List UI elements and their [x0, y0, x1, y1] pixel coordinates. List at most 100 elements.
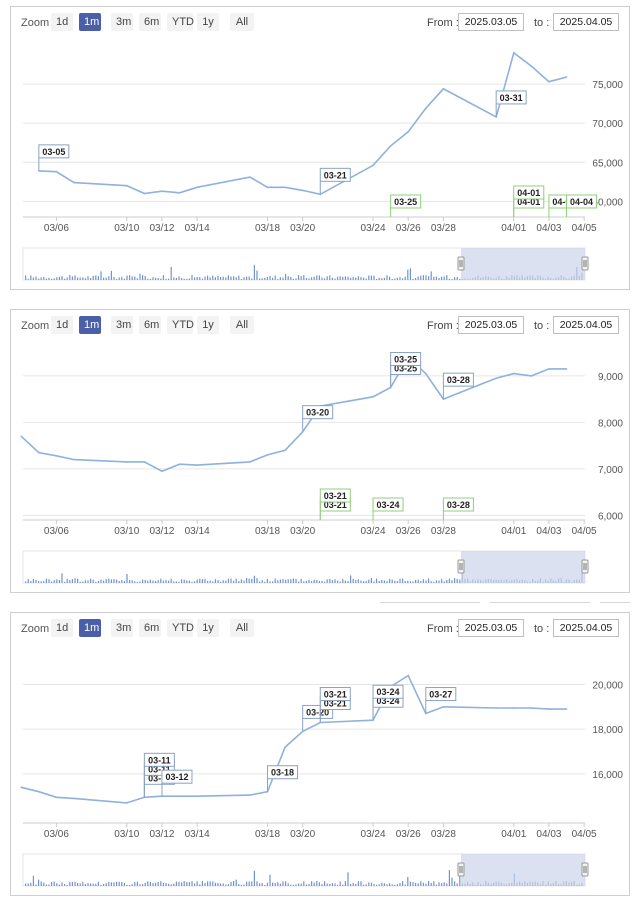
navigator-handle-left[interactable] [457, 559, 465, 574]
flag-marker[interactable]: 03-21 [319, 488, 351, 520]
navigator-bar [233, 881, 235, 886]
flag-label: 03-21 [324, 170, 347, 180]
zoom-button-6m[interactable]: 6m [139, 316, 161, 334]
zoom-button-1d[interactable]: 1d [51, 619, 73, 637]
navigator-bar [409, 881, 411, 886]
navigator-bar [339, 276, 341, 280]
flag-marker[interactable]: 03-21 [319, 686, 351, 723]
zoom-button-3m[interactable]: 3m [111, 13, 133, 31]
navigator-bar [363, 884, 365, 886]
flag-marker[interactable]: 03-25 [390, 352, 422, 388]
navigator-bar [212, 881, 214, 886]
flag-label: 03-21 [324, 500, 347, 510]
flag-marker[interactable]: 03-31 [495, 90, 527, 117]
navigator-bar [160, 578, 162, 583]
flag-marker[interactable]: 04-01 [513, 185, 545, 217]
zoom-button-1y[interactable]: 1y [197, 619, 219, 637]
zoom-button-ytd[interactable]: YTD [167, 316, 194, 334]
navigator-bar [82, 881, 84, 886]
flag-marker[interactable]: 03-12 [161, 769, 193, 797]
zoom-button-all[interactable]: All [230, 316, 254, 334]
to-date-input[interactable] [553, 316, 619, 334]
x-tick-label: 03/06 [44, 526, 69, 537]
zoom-button-all[interactable]: All [230, 13, 254, 31]
navigator-bar [77, 578, 79, 583]
navigator-bar [129, 884, 131, 886]
navigator-bar [399, 882, 401, 886]
data-point [301, 189, 304, 192]
flag-marker[interactable]: 03-05 [38, 144, 70, 171]
x-tick-label: 03/24 [361, 223, 386, 234]
navigator-bar [344, 881, 346, 886]
x-tick-label: 03/18 [255, 526, 280, 537]
x-tick-label: 04/01 [501, 223, 526, 234]
zoom-button-1m[interactable]: 1m [79, 619, 101, 637]
navigator-bar [352, 882, 354, 886]
flag-marker[interactable]: 03-25 [390, 194, 422, 217]
navigator-bar [420, 881, 422, 886]
navigator-bar [131, 276, 133, 280]
zoom-button-1m[interactable]: 1m [79, 13, 101, 31]
navigator-bar [126, 275, 128, 280]
flag-marker[interactable]: 03-27 [425, 687, 457, 714]
navigator-bar [394, 580, 396, 583]
navigator-bar [240, 579, 242, 583]
navigator-handle-right[interactable] [581, 256, 589, 271]
flag-marker[interactable]: 03-28 [442, 372, 474, 400]
navigator-bar [334, 883, 336, 886]
flag-marker[interactable]: 03-28 [442, 497, 474, 520]
navigator-bar [316, 881, 318, 886]
flag-marker[interactable]: 03-20 [302, 405, 334, 432]
navigator-bar [90, 883, 92, 886]
zoom-button-6m[interactable]: 6m [139, 619, 161, 637]
zoom-button-1y[interactable]: 1y [197, 316, 219, 334]
navigator-bar [399, 578, 401, 583]
navigator-bar [92, 579, 94, 583]
flag-marker[interactable]: 03-21 [319, 167, 351, 195]
series-line [20, 356, 567, 473]
to-date-input[interactable] [553, 619, 619, 637]
from-date-input[interactable] [458, 13, 524, 31]
flag-marker[interactable]: 03-24 [372, 497, 404, 520]
navigator-bar [178, 881, 180, 886]
navigator-bar [409, 268, 411, 280]
zoom-button-1y[interactable]: 1y [197, 13, 219, 31]
navigator-handle-left[interactable] [457, 862, 465, 877]
navigator-bar [222, 276, 224, 280]
to-date-input[interactable] [553, 13, 619, 31]
navigator-selection[interactable] [460, 551, 585, 583]
zoom-button-1d[interactable]: 1d [51, 316, 73, 334]
zoom-button-3m[interactable]: 3m [111, 619, 133, 637]
zoom-button-3m[interactable]: 3m [111, 316, 133, 334]
zoom-button-1m[interactable]: 1m [79, 316, 101, 334]
zoom-button-ytd[interactable]: YTD [167, 619, 194, 637]
flag-marker[interactable]: 03-11 [143, 752, 175, 798]
navigator-bar [282, 881, 284, 886]
navigator-bar [235, 578, 237, 583]
flag-marker[interactable]: 03-18 [267, 765, 299, 792]
from-date-input[interactable] [458, 316, 524, 334]
navigator-bar [113, 276, 115, 280]
flag-marker[interactable]: 04-04 [566, 194, 598, 217]
navigator-bar [74, 275, 76, 280]
navigator-bar [347, 872, 349, 886]
zoom-button-ytd[interactable]: YTD [167, 13, 194, 31]
zoom-button-6m[interactable]: 6m [139, 13, 161, 31]
navigator-bar [64, 884, 66, 886]
zoom-button-1d[interactable]: 1d [51, 13, 73, 31]
from-date-input[interactable] [458, 619, 524, 637]
navigator-selection[interactable] [460, 248, 585, 280]
navigator-bar [404, 884, 406, 886]
navigator-bar [378, 277, 380, 280]
navigator-handle-right[interactable] [581, 862, 589, 877]
navigator-handle-right[interactable] [581, 559, 589, 574]
navigator-handle-left[interactable] [457, 256, 465, 271]
data-point [565, 76, 568, 78]
navigator-selection[interactable] [460, 854, 585, 886]
flag-marker[interactable]: 03-24 [372, 684, 404, 721]
navigator-bar [87, 883, 89, 886]
navigator-bar [212, 275, 214, 280]
zoom-button-all[interactable]: All [230, 619, 254, 637]
flag-label: 03-28 [447, 375, 470, 385]
